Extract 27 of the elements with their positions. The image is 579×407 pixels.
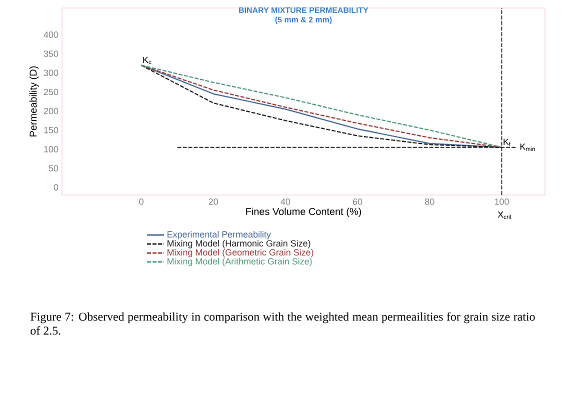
y-tick-label: 0	[54, 184, 58, 191]
y-tick-label: 250	[44, 88, 58, 96]
x-tick-label: 60	[353, 198, 362, 205]
x-tick-label: 40	[280, 198, 290, 205]
caption: Figure 7: Observed permeability in comparison with the weighted mean permeailities for grain size ratio of 2.5.	[30, 312, 535, 335]
y-tick-label: 400	[44, 32, 58, 38]
x-tick-label: 80	[425, 198, 434, 205]
x-tick-label: 20	[208, 198, 218, 205]
legend-label: Mixing Model (Geometric Grain Size)	[168, 248, 314, 258]
y-tick-label: 200	[44, 108, 58, 114]
x-tick-label: 100	[494, 198, 509, 205]
ref-line-label: K$_{min}$	[520, 144, 535, 151]
annotation: K$_{f}$	[504, 138, 511, 146]
x-axis-title: Fines Volume Content (%)	[246, 208, 362, 217]
y-tick-label: 150	[44, 126, 58, 134]
y-tick-label: 50	[48, 165, 58, 172]
y-tick-label: 350	[44, 50, 58, 57]
y-axis-title: Permeability (D)	[29, 66, 39, 136]
y-tick-label: 100	[44, 146, 58, 152]
legend-label: Experimental Permeability	[168, 230, 271, 240]
x-tick-label: 0	[139, 198, 144, 205]
legend-label: Mixing Model (Arithmetic Grain Size)	[168, 258, 312, 266]
legend-label: Mixing Model (Harmonic Grain Size)	[168, 240, 310, 248]
y-tick-label: 300	[44, 70, 58, 76]
annotation: K$_{c}$	[143, 56, 152, 64]
line-series	[140, 64, 502, 148]
ref-line-label: X$_{crit}$	[498, 212, 512, 219]
